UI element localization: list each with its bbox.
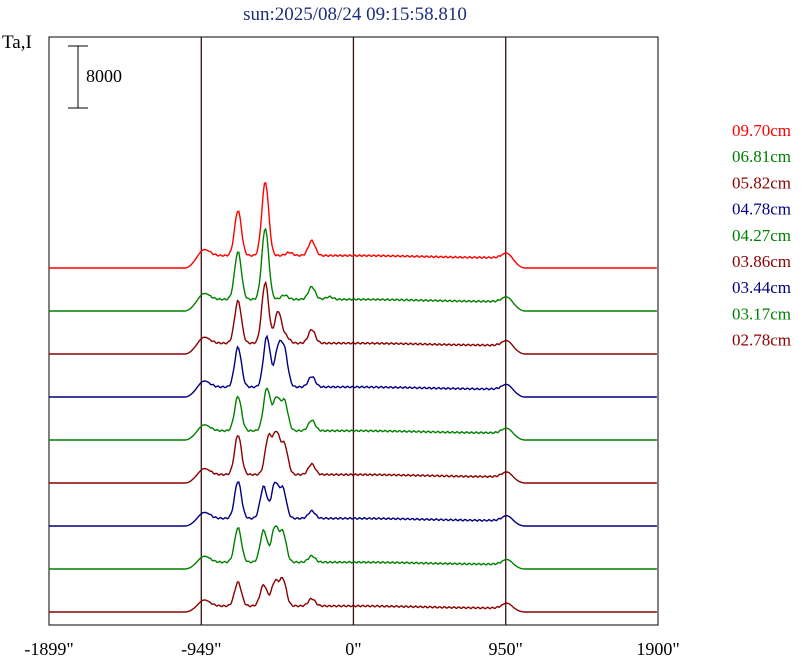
series-line-03.86cm: [49, 430, 657, 484]
series-line-02.78cm: [49, 576, 657, 613]
legend-item-09.70cm: 09.70cm: [732, 121, 791, 140]
x-tick-label-2: 0": [345, 639, 361, 659]
scale-bar-label: 8000: [86, 66, 122, 86]
x-tick-labels: -1899" -949" 0" 950" 1900": [24, 639, 679, 659]
series-group: [49, 182, 657, 613]
legend-item-02.78cm: 02.78cm: [732, 331, 791, 350]
chart-title: sun:2025/08/24 09:15:58.810: [243, 4, 467, 25]
x-tick-label-3: 950": [489, 639, 523, 659]
legend-item-04.78cm: 04.78cm: [732, 200, 791, 219]
y-axis-label: Ta,I: [2, 32, 32, 53]
legend-item-06.81cm: 06.81cm: [732, 147, 791, 166]
legend-item-05.82cm: 05.82cm: [732, 173, 791, 192]
scale-bar: 8000: [68, 45, 122, 109]
series-line-04.78cm: [49, 334, 657, 398]
x-tick-label-0: -1899": [24, 639, 73, 659]
series-line-05.82cm: [49, 280, 657, 355]
legend-item-03.17cm: 03.17cm: [732, 304, 791, 323]
x-tick-label-1: -949": [181, 639, 221, 659]
legend-item-03.44cm: 03.44cm: [732, 278, 791, 297]
series-line-06.81cm: [49, 227, 657, 312]
legend-item-04.27cm: 04.27cm: [732, 226, 791, 245]
vertical-markers: [200, 37, 507, 625]
series-line-04.27cm: [49, 387, 657, 441]
series-line-03.17cm: [49, 525, 657, 570]
series-line-03.44cm: [49, 481, 657, 527]
series-line-09.70cm: [49, 182, 657, 269]
legend: 09.70cm 06.81cm 05.82cm 04.78cm 04.27cm 03.86…: [732, 121, 791, 350]
legend-item-03.86cm: 03.86cm: [732, 252, 791, 271]
x-tick-label-4: 1900": [636, 639, 679, 659]
